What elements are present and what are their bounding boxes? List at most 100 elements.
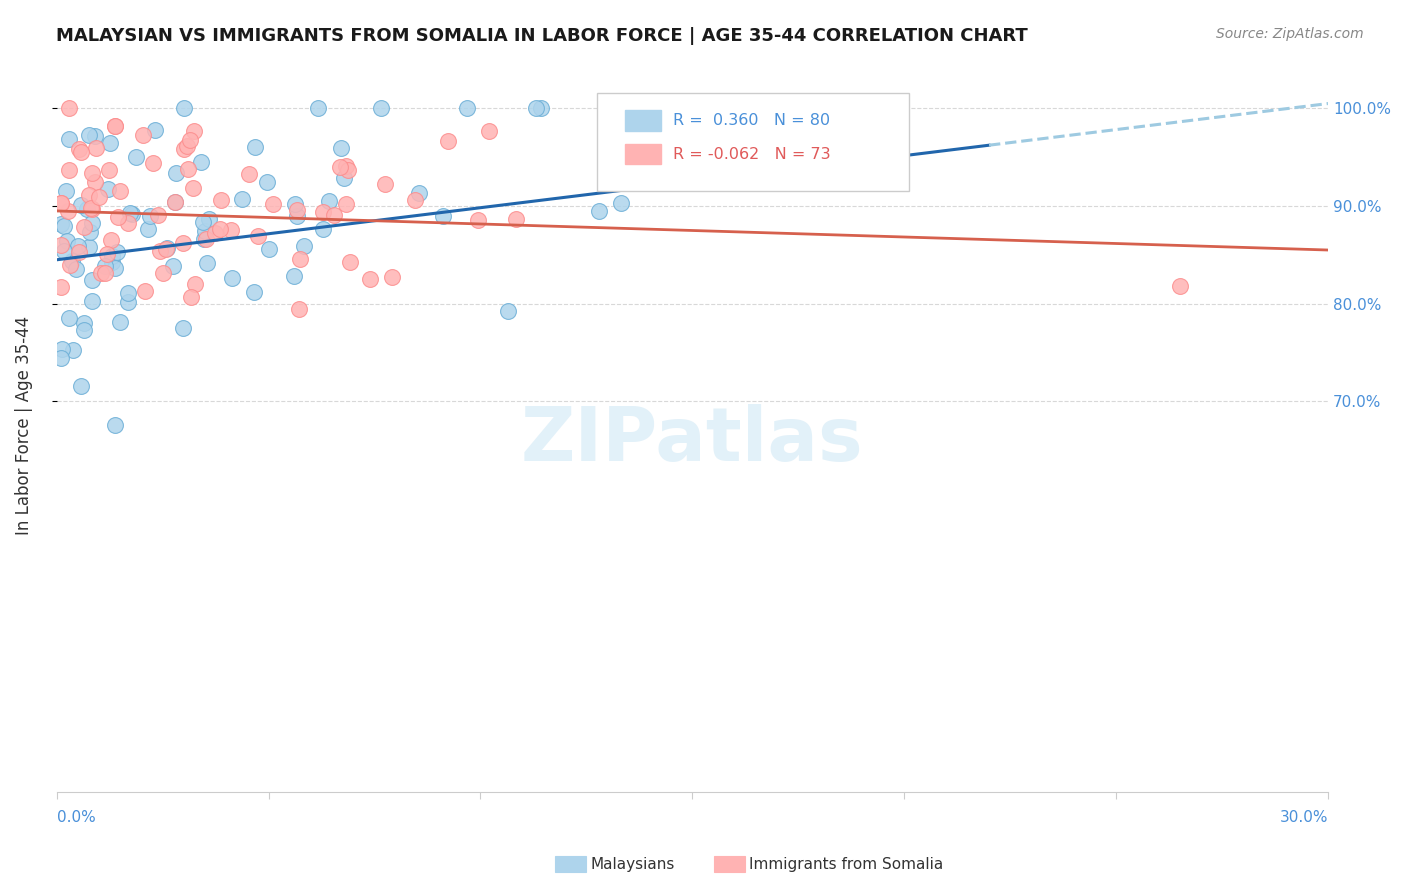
Point — [77, 187, 100, 202]
Point — [77, 128, 100, 142]
Point — [456, 102, 478, 116]
Point — [505, 212, 527, 227]
Point — [143, 123, 166, 137]
Point — [98, 162, 121, 177]
Point — [404, 193, 426, 207]
Point — [59, 258, 82, 272]
Point — [152, 266, 174, 280]
Point — [73, 220, 96, 235]
Point — [312, 204, 335, 219]
Text: 0.0%: 0.0% — [56, 810, 96, 824]
Point — [83, 175, 105, 189]
Bar — [626, 110, 661, 130]
Text: ZIPatlas: ZIPatlas — [522, 404, 863, 477]
Point — [329, 141, 352, 155]
FancyBboxPatch shape — [598, 93, 908, 192]
Point — [437, 134, 460, 148]
Point — [67, 142, 90, 156]
Point — [524, 102, 547, 116]
Point — [53, 244, 76, 259]
Point — [221, 270, 243, 285]
Point — [84, 141, 107, 155]
Point — [80, 202, 103, 217]
Point — [209, 193, 232, 207]
Point — [333, 170, 356, 185]
Point — [744, 169, 766, 183]
Point — [58, 102, 80, 116]
Point — [173, 102, 195, 116]
Point — [370, 102, 392, 116]
Point — [467, 213, 489, 227]
Point — [58, 310, 80, 325]
Point — [49, 196, 72, 211]
Point — [55, 184, 77, 198]
Text: R = -0.062   N = 73: R = -0.062 N = 73 — [673, 146, 831, 161]
Point — [117, 286, 139, 301]
Point — [70, 145, 93, 159]
Point — [190, 155, 212, 169]
Point — [193, 215, 215, 229]
Point — [49, 351, 72, 366]
Point — [76, 202, 98, 216]
Point — [498, 304, 520, 318]
Point — [193, 232, 215, 246]
Text: Malaysians: Malaysians — [591, 857, 675, 871]
Point — [163, 195, 186, 210]
Point — [165, 195, 187, 210]
Point — [256, 175, 278, 189]
Point — [136, 222, 159, 236]
Point — [141, 156, 163, 170]
Point — [335, 197, 357, 211]
Point — [108, 185, 131, 199]
Point — [56, 203, 79, 218]
Point — [79, 225, 101, 239]
Point — [288, 302, 311, 317]
Point — [51, 342, 73, 356]
Point — [82, 272, 104, 286]
Point — [238, 167, 260, 181]
Point — [101, 255, 124, 269]
Point — [97, 182, 120, 196]
Point — [108, 315, 131, 329]
Text: MALAYSIAN VS IMMIGRANTS FROM SOMALIA IN LABOR FORCE | AGE 35-44 CORRELATION CHAR: MALAYSIAN VS IMMIGRANTS FROM SOMALIA IN … — [56, 27, 1028, 45]
Point — [53, 219, 76, 233]
Point — [180, 290, 202, 304]
Point — [104, 119, 127, 133]
Bar — [626, 144, 661, 164]
Point — [70, 198, 93, 212]
Point — [432, 209, 454, 223]
Point — [246, 228, 269, 243]
Point — [290, 252, 312, 267]
Text: Source: ZipAtlas.com: Source: ZipAtlas.com — [1216, 27, 1364, 41]
Point — [208, 222, 231, 236]
Point — [478, 124, 501, 138]
Point — [155, 242, 177, 256]
Point — [82, 293, 104, 308]
Point — [49, 217, 72, 231]
Point — [134, 284, 156, 298]
Point — [312, 222, 335, 236]
Point — [80, 201, 103, 215]
Text: Immigrants from Somalia: Immigrants from Somalia — [749, 857, 943, 871]
Point — [90, 265, 112, 279]
Point — [87, 190, 110, 204]
Point — [1168, 279, 1191, 293]
Point — [117, 295, 139, 310]
Y-axis label: In Labor Force | Age 35-44: In Labor Force | Age 35-44 — [15, 317, 32, 535]
Point — [65, 262, 87, 277]
Point — [121, 207, 143, 221]
Point — [117, 216, 139, 230]
Point — [285, 202, 308, 217]
Point — [172, 321, 194, 335]
Point — [184, 277, 207, 291]
Point — [359, 272, 381, 286]
Point — [84, 128, 107, 143]
Point — [49, 279, 72, 293]
Point — [530, 102, 553, 116]
Point — [165, 166, 187, 180]
Point — [610, 196, 633, 211]
Text: 30.0%: 30.0% — [1279, 810, 1329, 824]
Point — [588, 203, 610, 218]
Point — [80, 216, 103, 230]
Point — [177, 162, 200, 177]
